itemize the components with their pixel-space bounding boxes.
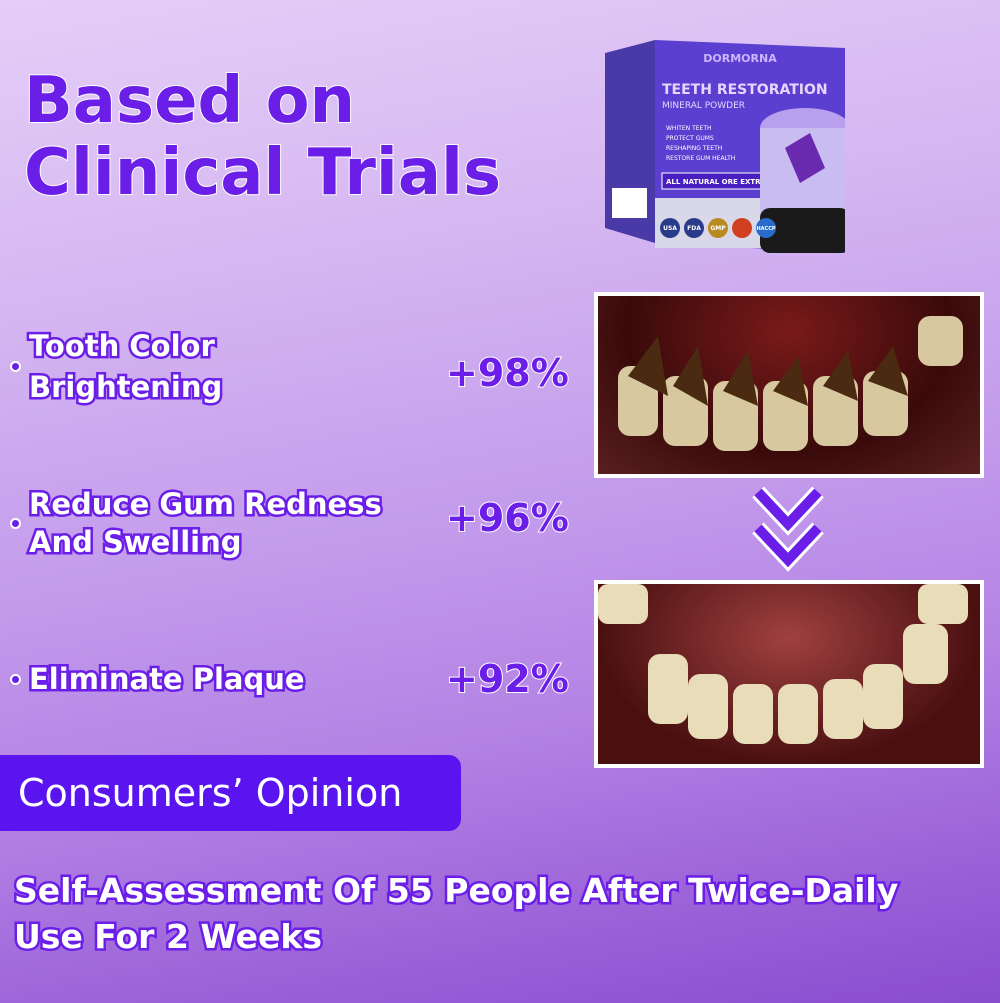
feature-percent: +98% — [445, 350, 570, 396]
footnote: Self-Assessment Of 55 People After Twice… — [12, 868, 974, 960]
feature-tooth-color: Tooth Color Brightening — [10, 326, 225, 407]
headline-line-2: Clinical Trials — [23, 135, 502, 210]
feature-label: Eliminate Plaque — [27, 660, 308, 699]
product-subtitle: MINERAL POWDER — [662, 101, 745, 111]
footnote-line-2: Use For 2 Weeks — [12, 915, 325, 959]
feature-percent: +92% — [445, 656, 570, 702]
teeth-before-photo — [594, 292, 984, 478]
badge-red-seal — [732, 218, 752, 238]
product-image: DORMORNA TEETH RESTORATION MINERAL POWDE… — [600, 38, 850, 256]
teeth-after-photo — [594, 580, 984, 768]
consumers-opinion-banner: Consumers’ Opinion — [0, 755, 461, 831]
benefit: RESTORE GUM HEALTH — [666, 155, 735, 162]
feature-gum-redness: Reduce Gum Redness And Swelling — [10, 485, 385, 561]
badge-haccp: HACCP — [756, 226, 775, 232]
feature-label: Reduce Gum Redness — [27, 485, 385, 524]
feature-label: Tooth Color — [26, 327, 217, 366]
footnote-line-1: Self-Assessment Of 55 People After Twice… — [12, 868, 901, 912]
bullet-icon — [10, 673, 21, 685]
product-brand: DORMORNA — [703, 52, 777, 65]
headline: Based on Clinical Trials — [23, 64, 502, 210]
bullet-icon — [10, 518, 21, 530]
feature-label: And Swelling — [27, 522, 245, 561]
product-tagline: ALL NATURAL ORE EXTRACT — [666, 178, 776, 186]
benefit: RESHAPING TEETH — [666, 145, 722, 152]
double-chevron-down-icon — [752, 484, 824, 580]
product-name: TEETH RESTORATION — [662, 82, 828, 98]
badge-fda: FDA — [687, 225, 701, 232]
benefit: PROTECT GUMS — [666, 135, 714, 142]
headline-line-1: Based on — [23, 64, 356, 138]
feature-label: Brightening — [26, 367, 224, 406]
benefit: WHITEN TEETH — [666, 125, 712, 132]
feature-plaque: Eliminate Plaque — [10, 659, 308, 700]
badge-usa: USA — [663, 225, 677, 232]
badge-gmp: GMP — [710, 225, 726, 232]
bullet-icon — [10, 361, 21, 373]
feature-percent: +96% — [445, 495, 570, 541]
certification-badges: USA FDA GMP HACCP — [660, 218, 776, 238]
banner-label: Consumers’ Opinion — [18, 771, 403, 815]
